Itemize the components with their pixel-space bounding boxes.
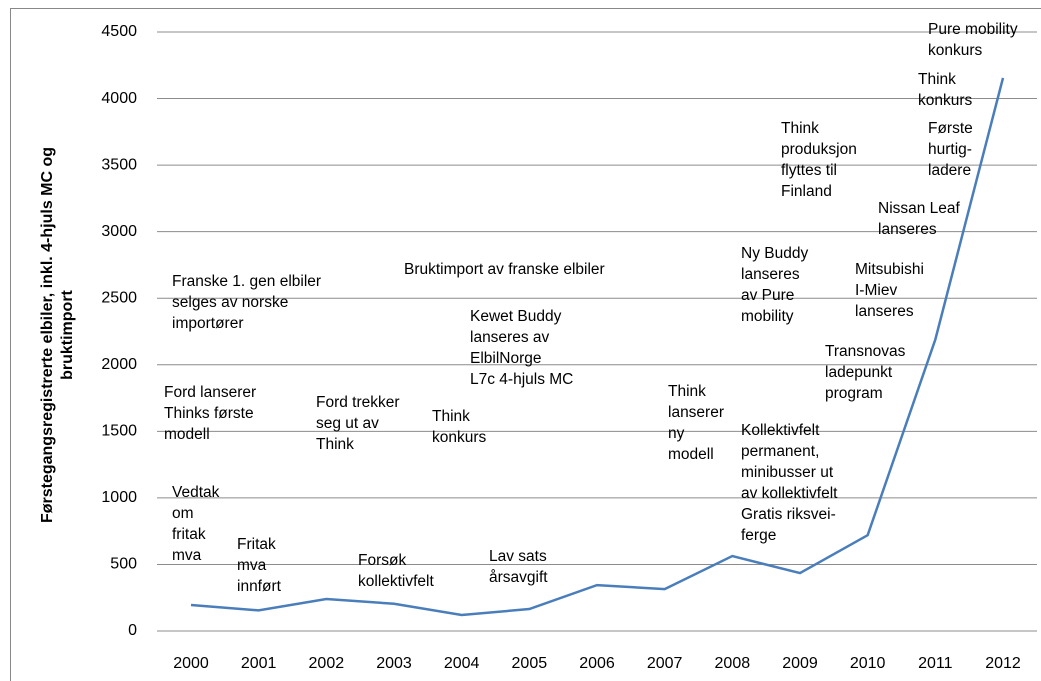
annotation: ladepunkt bbox=[825, 364, 893, 381]
annotation: Mitsubishi bbox=[855, 261, 924, 278]
annotation: hurtig- bbox=[928, 141, 972, 158]
annotation: Pure mobility bbox=[928, 21, 1018, 38]
annotation: Thinks første bbox=[164, 405, 254, 422]
y-tick-label: 1500 bbox=[101, 423, 137, 440]
annotation: Forsøk bbox=[358, 552, 406, 569]
annotation: ferge bbox=[741, 527, 776, 544]
x-tick-label: 2005 bbox=[512, 655, 548, 672]
y-tick-label: 2500 bbox=[101, 289, 137, 306]
annotation: selges av norske bbox=[172, 294, 288, 311]
annotation: lanseres bbox=[741, 266, 800, 283]
annotation: Vedtak bbox=[172, 484, 220, 501]
annotation: årsavgift bbox=[489, 569, 548, 586]
annotation: lanseres av bbox=[470, 329, 550, 346]
x-tick-label: 2006 bbox=[579, 655, 615, 672]
annotation: Lav sats bbox=[489, 548, 547, 565]
annotation: program bbox=[825, 385, 883, 402]
annotation: Ford trekker bbox=[316, 394, 400, 411]
y-tick-label: 4500 bbox=[101, 23, 137, 40]
annotation: importører bbox=[172, 315, 243, 332]
y-tick-label: 3000 bbox=[101, 223, 137, 240]
annotation: Ford lanserer bbox=[164, 384, 256, 401]
y-tick-label: 500 bbox=[110, 556, 137, 573]
annotation: mobility bbox=[741, 308, 794, 325]
annotation: av kollektivfelt bbox=[741, 485, 838, 502]
annotation: ElbilNorge bbox=[470, 350, 542, 367]
annotation: Nissan Leaf bbox=[878, 200, 961, 217]
annotation: permanent, bbox=[741, 443, 819, 460]
x-tick-label: 2008 bbox=[715, 655, 751, 672]
annotation: Ny Buddy bbox=[741, 245, 808, 262]
x-tick-label: 2007 bbox=[647, 655, 683, 672]
y-tick-label: 0 bbox=[128, 622, 137, 639]
annotation: Kewet Buddy bbox=[470, 308, 562, 325]
annotation: minibusser ut bbox=[741, 464, 834, 481]
x-tick-label: 2003 bbox=[376, 655, 412, 672]
x-tick-label: 2002 bbox=[309, 655, 345, 672]
annotation: Finland bbox=[781, 183, 832, 200]
x-tick-label: 2001 bbox=[241, 655, 277, 672]
line-series bbox=[190, 77, 1005, 617]
annotation: Fritak bbox=[237, 536, 276, 553]
y-axis-label: bruktimport bbox=[59, 289, 76, 379]
annotation: lanseres bbox=[855, 303, 914, 320]
chart-frame bbox=[10, 8, 1041, 681]
x-tick-label: 2012 bbox=[985, 655, 1021, 672]
annotation: konkurs bbox=[928, 42, 983, 59]
annotation: konkurs bbox=[918, 92, 973, 109]
y-tick-label: 4000 bbox=[101, 90, 137, 107]
x-tick-label: 2004 bbox=[444, 655, 480, 672]
y-tick-label: 1000 bbox=[101, 489, 137, 506]
y-axis-label: Førstegangsregistrerte elbiler, inkl. 4-… bbox=[39, 147, 56, 523]
annotation: L7c 4-hjuls MC bbox=[470, 371, 573, 388]
annotation: Bruktimport av franske elbiler bbox=[404, 261, 605, 278]
annotation: seg ut av bbox=[316, 415, 379, 432]
annotation: ladere bbox=[928, 162, 971, 179]
annotation: Think bbox=[316, 436, 354, 453]
x-tick-label: 2011 bbox=[918, 655, 953, 672]
annotation: lanseres bbox=[878, 221, 937, 238]
annotation: Think bbox=[668, 383, 706, 400]
annotation: om bbox=[172, 505, 194, 522]
y-tick-label: 3500 bbox=[101, 156, 137, 173]
annotation: mva bbox=[172, 547, 202, 564]
annotation: konkurs bbox=[432, 429, 487, 446]
annotation: fritak bbox=[172, 526, 206, 543]
annotation: Første bbox=[928, 120, 973, 137]
annotation: Think bbox=[432, 408, 470, 425]
annotation: ny bbox=[668, 425, 685, 442]
annotation: mva bbox=[237, 557, 267, 574]
x-tick-label: 2009 bbox=[782, 655, 818, 672]
annotation: kollektivfelt bbox=[358, 573, 434, 590]
annotation: av Pure bbox=[741, 287, 794, 304]
x-tick-label: 2000 bbox=[173, 655, 209, 672]
annotation: modell bbox=[668, 446, 714, 463]
x-tick-label: 2010 bbox=[850, 655, 886, 672]
annotation: produksjon bbox=[781, 141, 857, 158]
annotation: Kollektivfelt bbox=[741, 422, 820, 439]
annotation: I-Miev bbox=[855, 282, 897, 299]
annotation: lanserer bbox=[668, 404, 724, 421]
annotation: flyttes til bbox=[781, 162, 837, 179]
annotation: modell bbox=[164, 426, 210, 443]
annotation: Think bbox=[781, 120, 819, 137]
annotation: Gratis riksvei- bbox=[741, 506, 836, 523]
annotation: Think bbox=[918, 71, 956, 88]
annotation: Franske 1. gen elbiler bbox=[172, 273, 321, 290]
y-tick-label: 2000 bbox=[101, 356, 137, 373]
annotation: innført bbox=[237, 578, 282, 595]
annotation: Transnovas bbox=[825, 343, 906, 360]
